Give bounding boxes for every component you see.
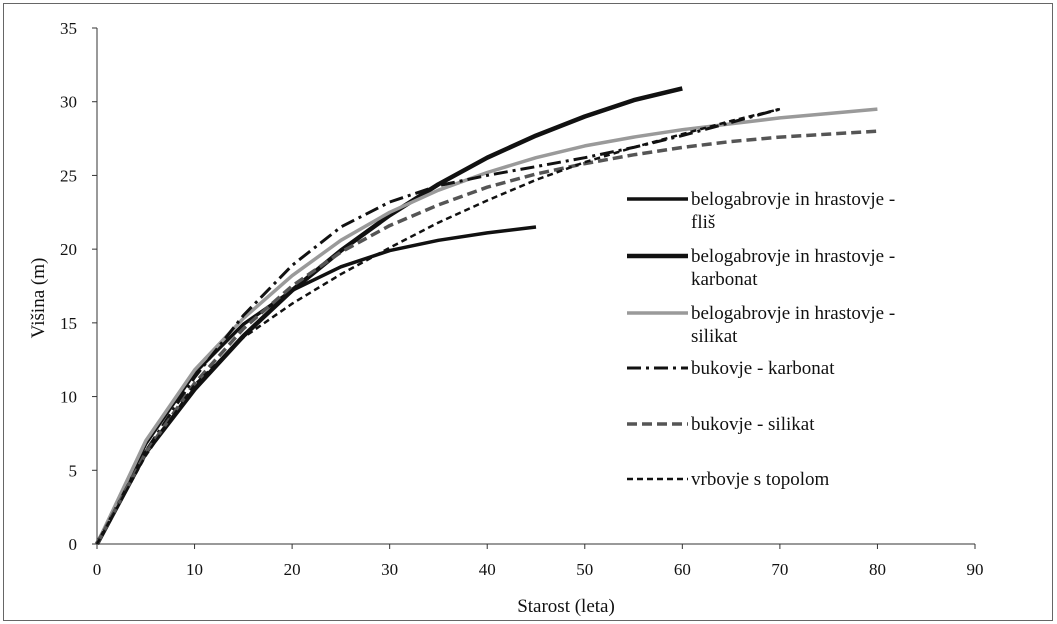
y-tick-label: 25 [60,166,77,185]
x-tick-label: 40 [479,560,496,579]
legend-label-5: bukovje - silikat [691,414,815,435]
x-tick-label: 70 [771,560,788,579]
series-line-5 [95,129,878,545]
x-tick-label: 90 [967,560,984,579]
legend: belogabrovje in hrastovje -flišbelogabro… [627,189,895,490]
x-tick-label: 0 [93,560,102,579]
legend-label-6: vrbovje s topolom [691,469,829,490]
y-tick-label: 10 [60,388,77,407]
series-line-2 [95,86,683,546]
legend-label-4: bukovje - karbonat [691,358,835,379]
x-tick-label: 10 [186,560,203,579]
series-line-6 [95,107,781,545]
legend-label-2: karbonat [691,269,758,290]
y-tick-label: 0 [69,535,78,554]
x-tick-label: 60 [674,560,691,579]
y-tick-label: 5 [69,461,78,480]
x-tick-label: 30 [381,560,398,579]
chart-frame [3,3,1053,621]
legend-label-1: fliš [691,212,715,233]
y-tick-label: 35 [60,19,77,38]
x-tick-label: 50 [576,560,593,579]
legend-label-1: belogabrovje in hrastovje - [691,189,895,210]
x-tick-label: 80 [869,560,886,579]
legend-label-2: belogabrovje in hrastovje - [691,246,895,267]
y-tick-label: 30 [60,93,77,112]
y-axis-title: Višina (m) [28,258,49,339]
series-line-1 [95,225,537,545]
axes: 0 10 20 30 40 50 60 70 80 90 0 5 10 15 20 25 30 35 [60,19,984,579]
y-tick-label: 20 [60,240,77,259]
y-tick-label: 15 [60,314,77,333]
legend-label-3: silikat [691,326,738,347]
legend-label-3: belogabrovje in hrastovje - [691,303,895,324]
x-tick-label: 20 [284,560,301,579]
x-axis-title: Starost (leta) [517,596,615,617]
series-lines [95,86,878,546]
